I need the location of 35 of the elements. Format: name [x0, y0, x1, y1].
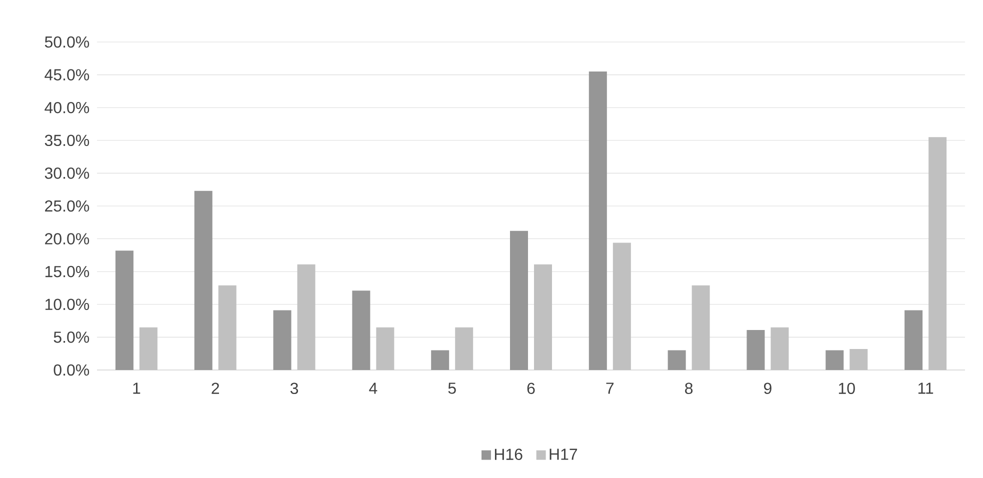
y-tick-label: 15.0%: [45, 266, 90, 278]
bar: [273, 310, 292, 370]
bar: [904, 310, 923, 370]
x-tick-label: 10: [838, 382, 855, 394]
x-tick-label: 11: [918, 382, 934, 394]
y-tick-label: 35.0%: [44, 134, 90, 146]
bar: [510, 230, 528, 370]
x-tick-label: 5: [448, 382, 456, 394]
x-tick-label: 1: [133, 382, 140, 394]
y-tick-label: 0.0%: [54, 364, 90, 376]
y-tick-label: 5.0%: [54, 332, 90, 343]
x-tick-label: 2: [212, 382, 220, 394]
y-tick-label: 45.0%: [44, 69, 90, 80]
y-tick-label: 20.0%: [45, 233, 90, 244]
y-tick-label: 25.0%: [45, 200, 90, 212]
legend-label: H16: [494, 448, 522, 460]
bar: [194, 190, 212, 370]
x-tick-label: 9: [764, 382, 772, 394]
x-tick-label: 3: [290, 382, 298, 394]
x-tick-label: 4: [369, 382, 378, 394]
bar: [668, 350, 686, 370]
x-tick-label: 6: [527, 382, 535, 394]
x-tick-label: 7: [606, 382, 614, 394]
bar: [588, 72, 607, 370]
y-tick-label: 40.0%: [44, 102, 90, 114]
bar: [746, 330, 765, 370]
bar: [352, 290, 370, 370]
bar: [115, 250, 134, 370]
y-tick-label: 10.0%: [45, 298, 90, 310]
bar: [826, 350, 844, 370]
x-tick-label: 8: [685, 382, 693, 394]
y-tick-label: 50.0%: [44, 36, 90, 48]
bar: [431, 350, 450, 370]
y-tick-label: 30.0%: [44, 168, 90, 179]
legend-label: H17: [550, 448, 578, 460]
